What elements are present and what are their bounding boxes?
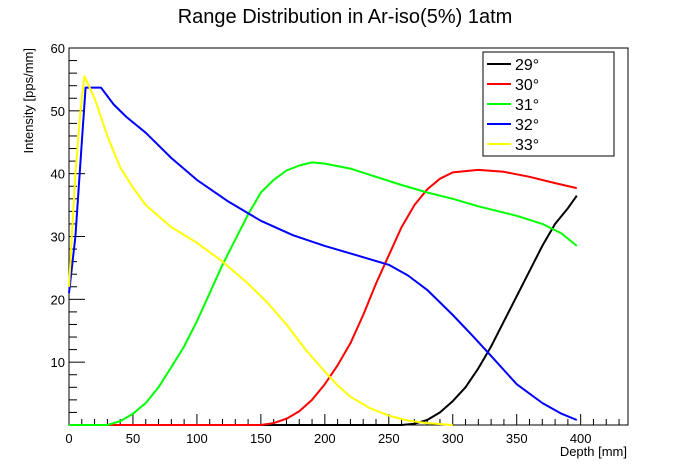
y-axis-label: Intensity [pps/mm] — [21, 48, 36, 153]
y-tick-label: 30 — [51, 230, 65, 245]
legend-label: 33° — [515, 137, 539, 154]
y-tick-label: 60 — [51, 41, 65, 56]
x-tick-label: 0 — [65, 431, 72, 446]
series-lines — [68, 75, 578, 426]
y-tick-label: 20 — [51, 292, 65, 307]
x-tick-label: 400 — [570, 431, 592, 446]
x-tick-label: 350 — [506, 431, 528, 446]
y-tick-label: 50 — [51, 104, 65, 119]
x-tick-label: 50 — [126, 431, 140, 446]
x-tick-label: 100 — [186, 431, 208, 446]
x-tick-label: 250 — [378, 431, 400, 446]
series-line-29deg — [69, 195, 578, 426]
x-tick-label: 150 — [250, 431, 272, 446]
chart-title: Range Distribution in Ar-iso(5%) 1atm — [178, 6, 513, 28]
x-tick-label: 300 — [442, 431, 464, 446]
series-line-31deg — [69, 161, 578, 426]
series-line-33deg — [68, 75, 453, 426]
series-line-32deg — [68, 86, 578, 421]
legend-label: 31° — [515, 97, 539, 114]
legend-label: 30° — [515, 77, 539, 94]
series-line-30deg — [69, 168, 578, 426]
legend-label: 29° — [515, 57, 539, 74]
legend: 29° 30° 31° 32° 33° — [482, 51, 615, 157]
x-tick-label: 200 — [314, 431, 336, 446]
x-axis-label: Depth [mm] — [560, 444, 627, 459]
y-tick-label: 40 — [51, 167, 65, 182]
legend-label: 32° — [515, 117, 539, 134]
y-tick-label: 10 — [51, 355, 65, 370]
